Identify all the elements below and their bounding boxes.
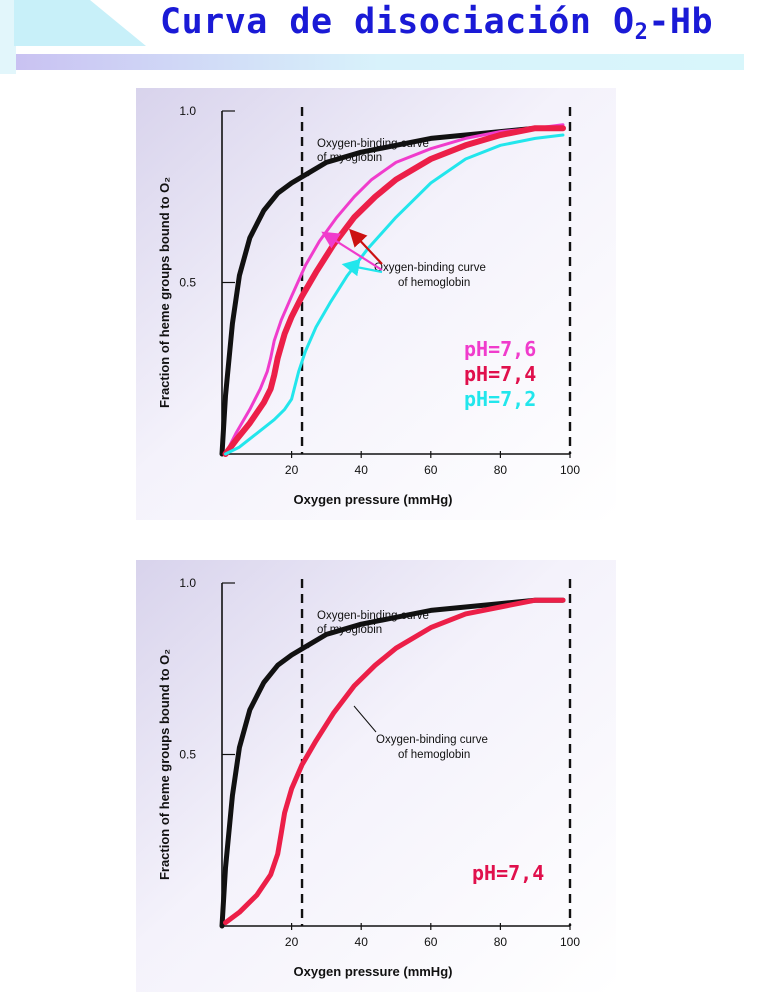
ph-label-76: pH=7,6: [464, 337, 536, 361]
page-title: Curva de disociación O2-Hb: [160, 2, 714, 45]
ph-label-74: pH=7,4: [472, 861, 544, 885]
x-tick-label: 80: [494, 463, 508, 477]
x-tick-label: 20: [285, 935, 299, 949]
y-axis-label: Fraction of heme groups bound to O₂: [157, 177, 172, 408]
hemoglobin-annotation-line2: of hemoglobin: [398, 749, 470, 761]
header-triangle: [14, 0, 146, 46]
myoglobin-annotation-leader: [307, 163, 322, 177]
curve-myoglobin: [219, 597, 566, 929]
x-tick-label: 80: [494, 935, 508, 949]
plot-background: [136, 88, 616, 520]
chart-panel-ph-comparison: 1.0 0.5 20 40 60 80 100 Oxygen pressure (mmHg) F…: [136, 88, 616, 520]
x-tick-label: 100: [560, 463, 580, 477]
curve-ph74: [223, 597, 566, 926]
plot-background: [136, 560, 616, 992]
title-banner: Curva de disociación O2-Hb: [0, 0, 760, 80]
header-underline-bar: [16, 54, 744, 70]
title-decoration: [0, 0, 744, 74]
x-tick-label: 40: [355, 935, 369, 949]
hemoglobin-annotation-leader: [353, 705, 377, 733]
arrow-to-ph76: [321, 231, 383, 271]
chart-svg-top: 1.0 0.5 20 40 60 80 100 Oxygen pressure (mmHg) F…: [136, 88, 616, 520]
curve-ph76: [224, 123, 565, 456]
myoglobin-annotation-leader: [307, 635, 322, 649]
x-axis-label: Oxygen pressure (mmHg): [294, 492, 453, 507]
myoglobin-annotation-line2: of myoglobin: [317, 624, 382, 636]
myoglobin-annotation-line2: of myoglobin: [317, 152, 382, 164]
y-tick-label: 0.5: [179, 276, 196, 290]
chart-svg-bottom: 1.0 0.5 20 40 60 80 100 Oxygen pressure (mmHg) F…: [136, 560, 616, 992]
x-tick-label: 20: [285, 463, 299, 477]
x-tick-label: 60: [424, 935, 438, 949]
x-tick-label: 60: [424, 463, 438, 477]
y-tick-label: 0.5: [179, 748, 196, 762]
hemoglobin-annotation-line1: Oxygen-binding curve: [376, 734, 488, 746]
curve-ph72: [224, 133, 565, 456]
myoglobin-annotation-line1: Oxygen-binding curve: [317, 610, 429, 622]
hemoglobin-annotation-line2: of hemoglobin: [398, 277, 470, 289]
y-axis-label: Fraction of heme groups bound to O₂: [157, 649, 172, 880]
arrow-to-ph72: [341, 258, 383, 277]
arrow-to-ph74: [348, 228, 383, 265]
y-tick-label: 1.0: [179, 576, 196, 590]
chart-panel-myoglobin-vs-hemoglobin: 1.0 0.5 20 40 60 80 100 Oxygen pressure (mmHg) F…: [136, 560, 616, 992]
header-left-block: [0, 0, 16, 74]
hemoglobin-annotation-line1: Oxygen-binding curve: [374, 262, 486, 274]
myoglobin-annotation-line1: Oxygen-binding curve: [317, 138, 429, 150]
curve-myoglobin: [219, 125, 566, 457]
ph-label-74: pH=7,4: [464, 362, 536, 386]
ph-label-72: pH=7,2: [464, 387, 536, 411]
x-tick-label: 40: [355, 463, 369, 477]
y-tick-label: 1.0: [179, 104, 196, 118]
x-axis-label: Oxygen pressure (mmHg): [294, 964, 453, 979]
x-tick-label: 100: [560, 935, 580, 949]
curve-ph74: [222, 125, 566, 457]
